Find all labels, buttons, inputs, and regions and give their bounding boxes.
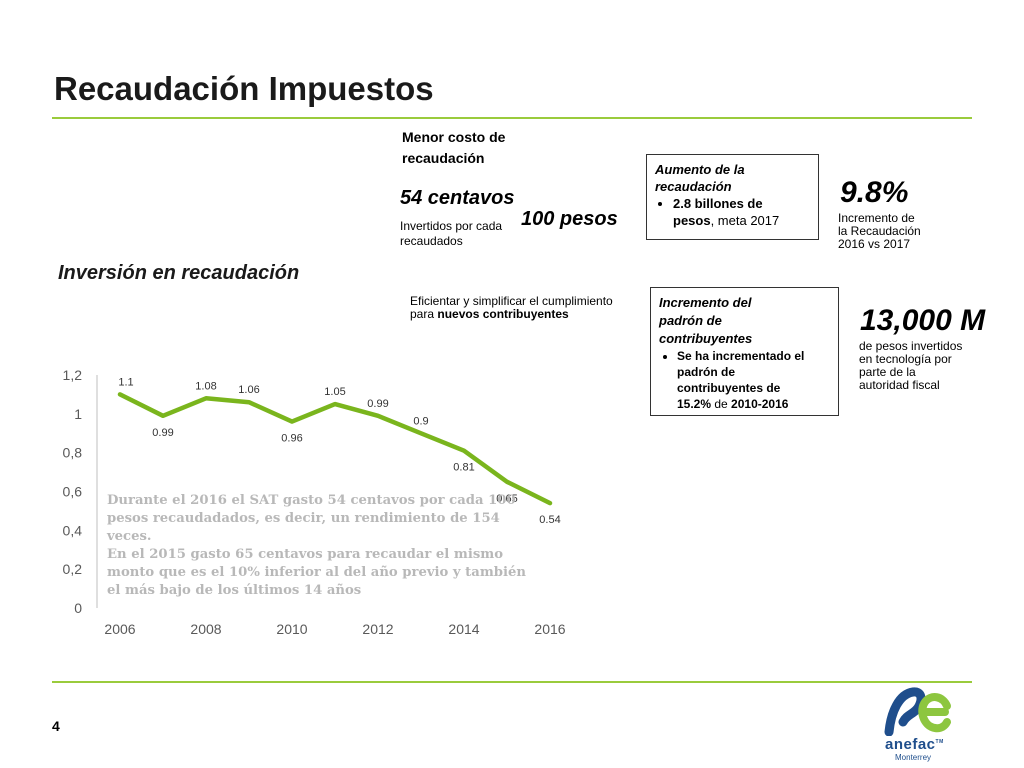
cost-heading: Menor costo de recaudación <box>402 129 506 166</box>
x-tick-label: 2012 <box>362 621 393 637</box>
data-label: 0.9 <box>413 415 428 427</box>
revenue-growth-value: 9.8% <box>840 176 909 209</box>
chart-annotation: Durante el 2016 el SAT gasto 54 centavos… <box>107 493 526 598</box>
y-tick-label: 1 <box>74 406 82 422</box>
data-label: 1.05 <box>324 386 345 398</box>
registry-increase-box: Incremento del padrón de contribuyentes … <box>650 287 839 416</box>
title-divider <box>52 117 972 119</box>
y-axis-ticks: 0 0,2 0,4 0,6 0,8 1 1,2 <box>63 367 83 616</box>
anefac-logo-mark-icon <box>884 687 951 737</box>
footer-divider <box>52 681 972 683</box>
y-tick-label: 0,2 <box>63 561 83 577</box>
investment-value: 13,000 M <box>860 304 986 337</box>
data-label: 0.54 <box>539 514 560 526</box>
x-axis-ticks: 2006 2008 2010 2012 2014 2016 <box>104 621 565 637</box>
logo-subtitle: Monterrey <box>895 753 932 762</box>
logo-text: anefac <box>885 736 936 753</box>
y-tick-label: 0 <box>74 600 82 616</box>
data-label: 1.1 <box>118 376 133 388</box>
data-label: 0.65 <box>496 493 517 505</box>
y-tick-label: 0,6 <box>63 484 83 500</box>
cost-amount: 54 centavos <box>400 187 515 209</box>
x-tick-label: 2006 <box>104 621 135 637</box>
x-tick-label: 2016 <box>534 621 565 637</box>
slide-title: Recaudación Impuestos <box>54 70 434 107</box>
data-label: 1.08 <box>195 380 216 392</box>
investment-caption: de pesos invertidos en tecnología por pa… <box>859 339 963 392</box>
data-labels: 1.1 0.99 1.08 1.06 0.96 1.05 0.99 0.9 0.81 0.65 0.… <box>118 376 560 526</box>
x-tick-label: 2014 <box>448 621 479 637</box>
y-tick-label: 1,2 <box>63 367 83 383</box>
page-number: 4 <box>52 718 60 734</box>
cost-subtext-2: recaudados <box>400 234 463 248</box>
data-label: 0.81 <box>453 462 474 474</box>
section-heading: Inversión en recaudación <box>58 262 300 284</box>
y-tick-label: 0,8 <box>63 445 83 461</box>
series-line <box>117 392 553 506</box>
data-label: 0.96 <box>281 433 302 445</box>
cost-subtext: Invertidos por cada <box>400 219 503 233</box>
data-label: 1.06 <box>238 384 259 396</box>
revenue-growth-caption: Incremento de la Recaudación 2016 vs 201… <box>838 211 921 251</box>
efficiency-text: Eficientar y simplificar el cumplimiento… <box>410 294 613 321</box>
data-label: 0.99 <box>367 398 388 410</box>
data-label: 0.99 <box>152 427 173 439</box>
x-tick-label: 2008 <box>190 621 221 637</box>
y-tick-label: 0,4 <box>63 522 83 538</box>
registry-bullet-list: Se ha incrementado el padrón de contribu… <box>659 348 830 412</box>
x-tick-label: 2010 <box>276 621 307 637</box>
cost-amount-100: 100 pesos <box>521 208 618 230</box>
revenue-increase-box: Aumento de la recaudación 2.8 billones d… <box>646 154 819 240</box>
logo-tm: TM <box>935 739 944 745</box>
anefac-logo: anefacTM Monterrey <box>883 684 953 764</box>
registry-bullet: Se ha incrementado el padrón de contribu… <box>677 348 830 412</box>
